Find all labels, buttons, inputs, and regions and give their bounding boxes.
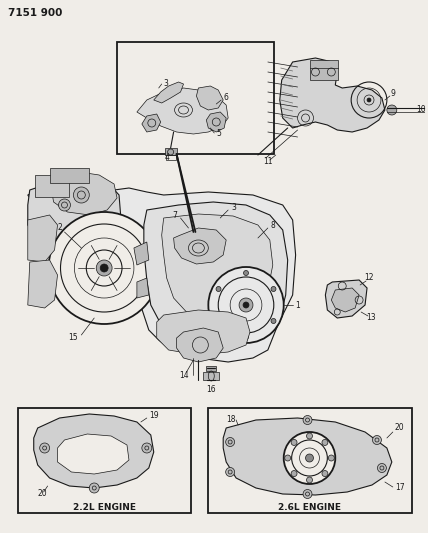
Polygon shape bbox=[142, 114, 160, 132]
Bar bbox=[166, 155, 175, 160]
Bar bbox=[310, 60, 338, 80]
Polygon shape bbox=[28, 215, 57, 262]
Circle shape bbox=[322, 439, 328, 446]
Polygon shape bbox=[162, 214, 273, 322]
Polygon shape bbox=[144, 202, 288, 340]
Circle shape bbox=[96, 260, 112, 276]
Polygon shape bbox=[52, 172, 117, 215]
Text: 11: 11 bbox=[263, 157, 273, 166]
Circle shape bbox=[89, 483, 99, 493]
Polygon shape bbox=[34, 414, 154, 488]
Text: 7151 900: 7151 900 bbox=[8, 8, 62, 18]
Circle shape bbox=[271, 319, 276, 324]
Text: 14: 14 bbox=[179, 372, 188, 381]
Bar bbox=[203, 372, 219, 380]
Text: 2: 2 bbox=[57, 223, 62, 232]
Text: 7: 7 bbox=[172, 211, 178, 220]
Polygon shape bbox=[196, 86, 223, 110]
Bar bbox=[165, 148, 177, 155]
Circle shape bbox=[216, 319, 221, 324]
Polygon shape bbox=[331, 288, 359, 312]
Text: 6: 6 bbox=[223, 93, 228, 102]
Circle shape bbox=[328, 455, 334, 461]
Circle shape bbox=[244, 271, 249, 276]
Text: 3: 3 bbox=[163, 78, 169, 87]
Text: 8: 8 bbox=[271, 222, 276, 230]
Text: 20: 20 bbox=[395, 424, 404, 432]
Circle shape bbox=[226, 438, 235, 447]
Bar bbox=[208, 408, 412, 513]
Polygon shape bbox=[174, 228, 226, 264]
Circle shape bbox=[243, 302, 249, 308]
Circle shape bbox=[244, 335, 249, 340]
Polygon shape bbox=[57, 434, 129, 474]
Text: 16: 16 bbox=[206, 385, 216, 394]
Circle shape bbox=[303, 416, 312, 424]
Text: 10: 10 bbox=[416, 106, 426, 115]
Circle shape bbox=[387, 105, 397, 115]
Text: 13: 13 bbox=[366, 313, 376, 322]
Circle shape bbox=[303, 489, 312, 498]
Circle shape bbox=[208, 267, 284, 343]
Bar bbox=[50, 168, 89, 183]
Circle shape bbox=[322, 471, 328, 477]
Polygon shape bbox=[280, 58, 385, 132]
Polygon shape bbox=[134, 242, 149, 265]
Circle shape bbox=[49, 212, 160, 324]
Polygon shape bbox=[137, 88, 228, 134]
Bar bbox=[117, 42, 274, 154]
Circle shape bbox=[285, 455, 291, 461]
Text: 18: 18 bbox=[226, 416, 236, 424]
Polygon shape bbox=[223, 418, 392, 495]
Circle shape bbox=[367, 98, 371, 102]
Circle shape bbox=[284, 432, 335, 484]
Text: 15: 15 bbox=[68, 334, 77, 343]
Bar bbox=[206, 366, 216, 371]
Polygon shape bbox=[137, 278, 149, 298]
Polygon shape bbox=[28, 260, 57, 308]
Polygon shape bbox=[154, 82, 184, 103]
Text: 2.6L ENGINE: 2.6L ENGINE bbox=[278, 503, 341, 512]
Circle shape bbox=[291, 439, 297, 446]
Bar bbox=[18, 408, 191, 513]
Polygon shape bbox=[157, 310, 250, 355]
Text: 5: 5 bbox=[216, 130, 221, 139]
Bar bbox=[35, 175, 69, 197]
Text: 9: 9 bbox=[390, 88, 395, 98]
Circle shape bbox=[306, 477, 312, 483]
Circle shape bbox=[291, 471, 297, 477]
Polygon shape bbox=[177, 328, 223, 362]
Circle shape bbox=[372, 435, 381, 445]
Circle shape bbox=[40, 443, 50, 453]
Text: 2.2L ENGINE: 2.2L ENGINE bbox=[73, 503, 136, 512]
Polygon shape bbox=[28, 178, 121, 258]
Polygon shape bbox=[28, 180, 296, 362]
Text: 1: 1 bbox=[296, 301, 300, 310]
Text: 3: 3 bbox=[231, 204, 236, 213]
Circle shape bbox=[306, 433, 312, 439]
Circle shape bbox=[74, 187, 89, 203]
Circle shape bbox=[377, 464, 386, 472]
Circle shape bbox=[306, 454, 313, 462]
Circle shape bbox=[271, 287, 276, 292]
Text: 20: 20 bbox=[38, 489, 48, 498]
Text: 17: 17 bbox=[395, 483, 404, 492]
Circle shape bbox=[226, 467, 235, 477]
Circle shape bbox=[100, 264, 108, 272]
Text: 4: 4 bbox=[164, 154, 169, 163]
Circle shape bbox=[216, 287, 221, 292]
Text: 12: 12 bbox=[364, 273, 374, 282]
Circle shape bbox=[59, 199, 71, 211]
Circle shape bbox=[239, 298, 253, 312]
Polygon shape bbox=[325, 280, 367, 318]
Text: 19: 19 bbox=[149, 411, 158, 421]
Polygon shape bbox=[206, 112, 226, 132]
Circle shape bbox=[142, 443, 152, 453]
